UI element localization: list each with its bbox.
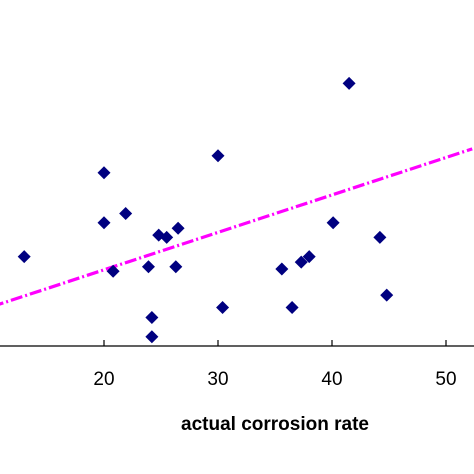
x-tick-label: 30 <box>207 369 228 390</box>
data-point <box>211 149 225 163</box>
trend-line <box>0 147 473 306</box>
data-point <box>216 301 230 314</box>
x-tick-label: 40 <box>321 369 342 390</box>
x-tick-label: 20 <box>93 369 114 390</box>
data-point <box>275 262 289 276</box>
data-point <box>302 250 316 264</box>
x-axis: 20 30 40 50 <box>0 340 474 390</box>
data-point <box>17 250 31 264</box>
plot-area <box>0 76 473 344</box>
x-axis-title: actual corrosion rate <box>181 414 369 435</box>
data-point <box>171 221 185 235</box>
data-point <box>97 166 111 180</box>
x-tick-label: 50 <box>435 369 456 390</box>
data-point <box>326 216 340 230</box>
data-point <box>285 301 299 314</box>
data-point <box>145 311 159 325</box>
data-point <box>380 288 394 302</box>
data-point <box>119 207 133 221</box>
data-point <box>294 255 308 269</box>
data-point <box>169 260 183 274</box>
data-point <box>141 260 155 274</box>
data-point <box>145 330 159 344</box>
data-point <box>97 216 111 230</box>
data-point <box>342 76 356 90</box>
data-point <box>160 230 174 244</box>
data-point <box>106 264 120 278</box>
data-point <box>373 230 387 244</box>
